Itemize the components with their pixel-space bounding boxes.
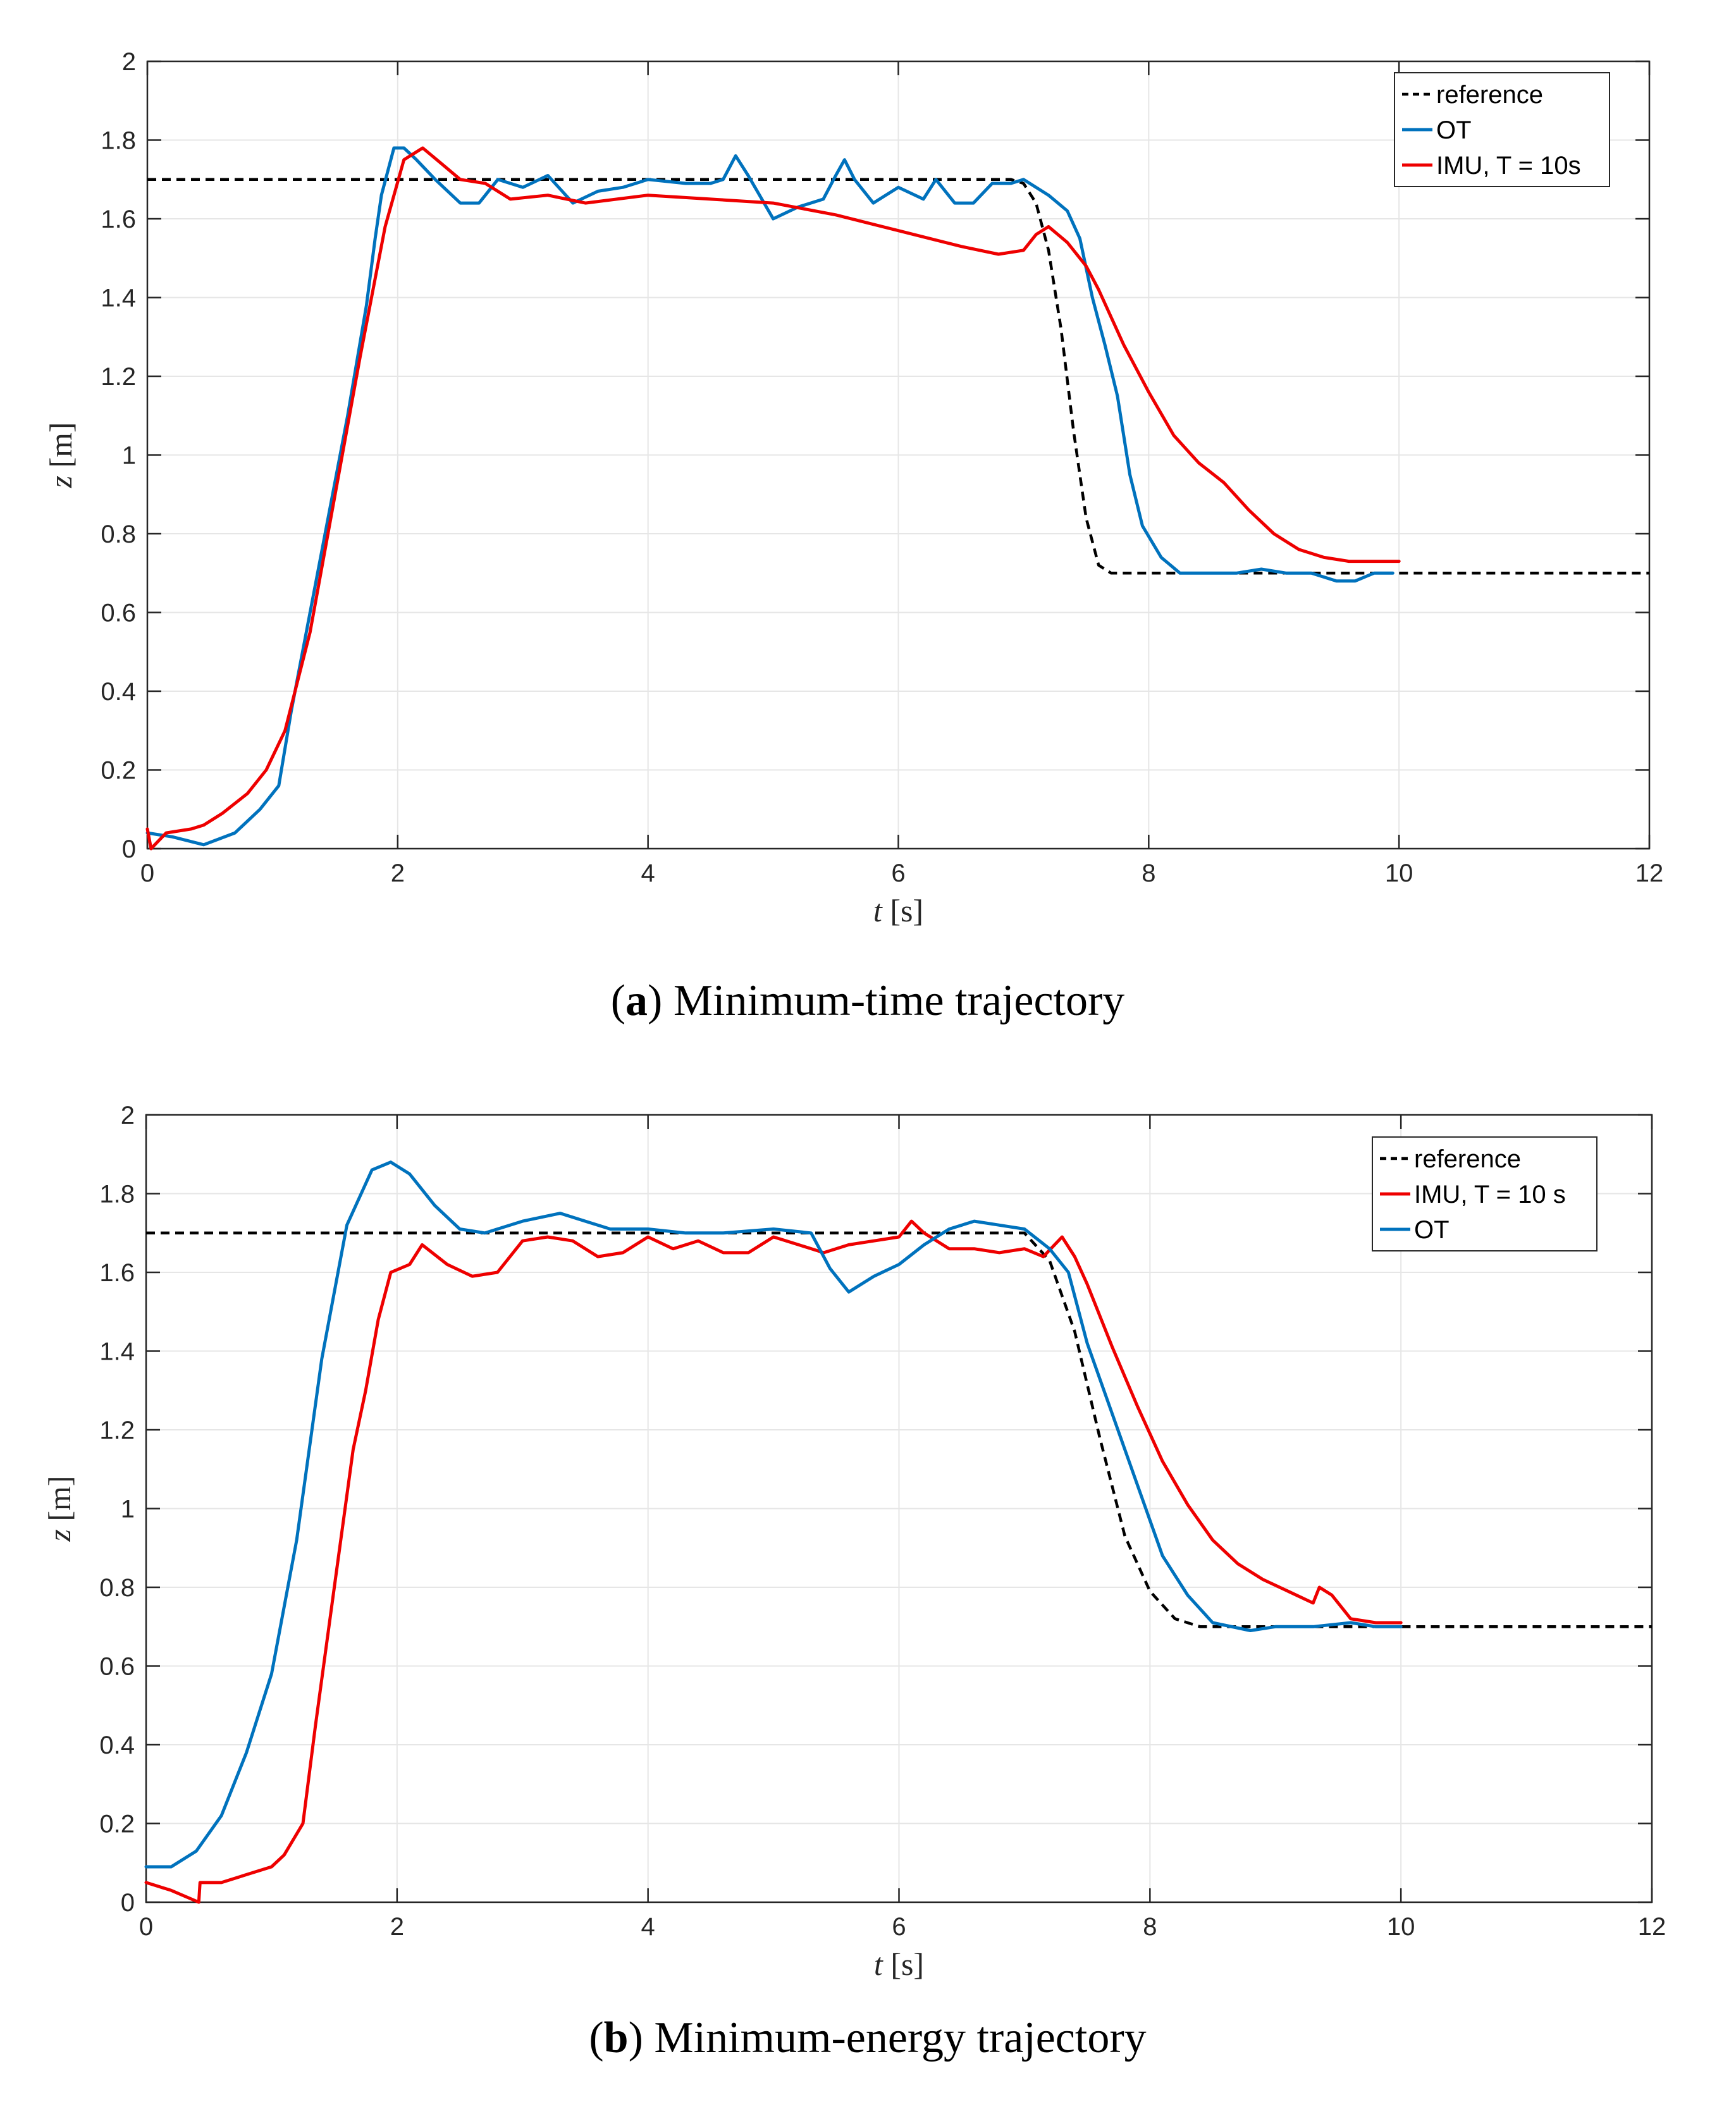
chart-a-x-tick-label: 8: [1142, 859, 1155, 887]
chart-a-x-tick-label: 0: [140, 859, 154, 887]
chart-a-y-tick-label: 2: [122, 48, 136, 76]
chart-a-legend-label: reference: [1436, 81, 1543, 109]
chart-a-y-tick-label: 1.2: [101, 363, 136, 391]
chart-b-x-tick-label: 0: [139, 1913, 153, 1941]
chart-a-y-tick-label: 1.8: [101, 127, 136, 155]
chart-a-caption-text: ) Minimum-time trajectory: [648, 976, 1124, 1025]
chart-b-y-tick-label: 0.6: [99, 1653, 135, 1681]
chart-b-y-tick-label: 1.8: [99, 1181, 135, 1208]
chart-a-legend-label: OT: [1436, 116, 1472, 144]
chart-b-x-tick-label: 8: [1143, 1913, 1157, 1941]
chart-b-y-tick-label: 2: [121, 1102, 135, 1129]
chart-b-y-axis-var: z: [42, 1529, 77, 1542]
chart-a-x-axis-label: t [s]: [873, 893, 923, 928]
chart-b-x-tick-label: 4: [641, 1913, 655, 1941]
chart-a-y-tick-label: 0.2: [101, 757, 136, 785]
chart-b-y-tick-label: 1: [121, 1496, 135, 1523]
chart-a-x-tick-label: 10: [1385, 859, 1413, 887]
chart-a: 0 2 4 6 8 10 12 0 0.2 0.4 0.6 0.8 1 1.2 1.4 1.6 1.8 2 t [s…: [43, 48, 1663, 1025]
chart-a-y-tick-label: 0: [122, 835, 136, 863]
chart-a-x-axis-var: t: [873, 893, 883, 928]
chart-b-series-imu-t-10-s: [144, 1219, 1403, 1904]
chart-a-series-reference: [147, 178, 1649, 575]
chart-b-series-reference: [146, 1231, 1652, 1628]
chart-b-caption: (b) Minimum-energy trajectory: [589, 2014, 1146, 2062]
chart-b-x-tick-label: 2: [390, 1913, 404, 1941]
chart-b-y-tick-label: 0.2: [99, 1811, 135, 1838]
chart-a-y-axis-unit: [m]: [43, 422, 78, 476]
chart-a-x-tick-label: 2: [391, 859, 405, 887]
chart-b-y-tick-label: 0: [121, 1889, 135, 1917]
chart-a-caption-letter: a: [625, 976, 648, 1025]
chart-a-y-axis-label: z [m]: [43, 422, 78, 488]
chart-b-y-tick-label: 1.4: [99, 1338, 135, 1366]
chart-a-y-tick-label: 0.6: [101, 599, 136, 627]
chart-a-x-tick-label: 6: [891, 859, 905, 887]
chart-a-series-imu-t-10s: [145, 146, 1401, 851]
chart-b-caption-text: ) Minimum-energy trajectory: [629, 2014, 1147, 2062]
chart-a-x-tick-label: 12: [1635, 859, 1664, 887]
chart-b-caption-open: (: [589, 2014, 603, 2062]
chart-b-y-axis-label: z [m]: [42, 1475, 77, 1542]
chart-a-legend: reference OT IMU, T = 10s: [1394, 72, 1610, 187]
chart-b-legend-label: IMU, T = 10 s: [1414, 1181, 1566, 1208]
chart-a-caption-open: (: [611, 976, 625, 1025]
chart-b-y-tick-label: 1.2: [99, 1417, 135, 1444]
chart-b-series-ot: [144, 1160, 1403, 1869]
chart-a-y-axis-var: z: [43, 476, 78, 488]
chart-b-legend-label: OT: [1414, 1216, 1450, 1244]
chart-b-x-tick-label: 10: [1387, 1913, 1415, 1941]
chart-b-x-axis-var: t: [874, 1946, 883, 1982]
chart-a-x-axis-unit: [s]: [882, 893, 923, 928]
chart-b-caption-letter: b: [604, 2014, 629, 2062]
chart-b-x-axis-unit: [s]: [883, 1946, 924, 1982]
chart-b-x-tick-label: 6: [892, 1913, 906, 1941]
chart-b-y-tick-label: 0.8: [99, 1574, 135, 1602]
chart-a-y-tick-label: 0.8: [101, 520, 136, 548]
chart-b-y-tick-label: 1.6: [99, 1259, 135, 1287]
chart-a-y-tick-label: 1: [122, 442, 136, 470]
chart-b-x-tick-label: 12: [1638, 1913, 1666, 1941]
chart-b-y-tick-label: 0.4: [99, 1731, 135, 1759]
chart-b-x-axis-label: t [s]: [874, 1946, 924, 1982]
chart-a-caption: (a) Minimum-time trajectory: [611, 976, 1125, 1025]
chart-b: 0 2 4 6 8 10 12 0 0.2 0.4 0.6 0.8 1 1.2 1.4 1.6 1.8 2 t [s…: [42, 1102, 1666, 2062]
chart-a-y-tick-label: 0.4: [101, 678, 136, 706]
chart-a-legend-label: IMU, T = 10s: [1436, 152, 1581, 180]
chart-b-legend-label: reference: [1414, 1145, 1521, 1173]
chart-a-y-tick-label: 1.6: [101, 206, 136, 233]
chart-b-legend: reference IMU, T = 10 s OT: [1372, 1136, 1597, 1251]
chart-b-y-axis-unit: [m]: [42, 1475, 77, 1529]
chart-a-y-tick-label: 1.4: [101, 285, 136, 312]
chart-a-x-tick-label: 4: [641, 859, 655, 887]
